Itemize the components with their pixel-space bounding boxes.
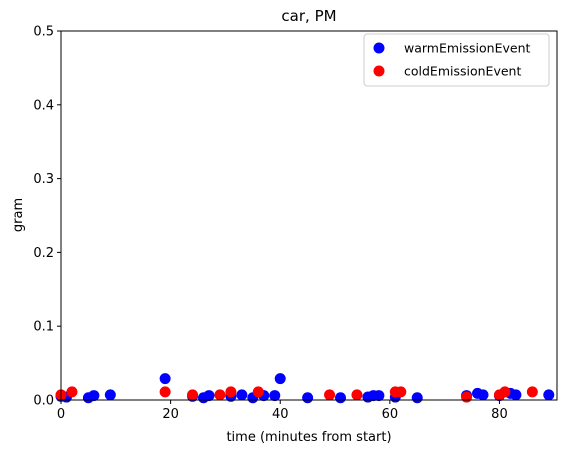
cold-emission-point-8: [351, 389, 363, 401]
cold-emission-point-4: [214, 389, 226, 401]
warm-emission-point-14: [274, 373, 286, 385]
legend: warmEmissionEvent coldEmissionEvent: [363, 33, 550, 87]
warm-emission-point-8: [203, 390, 215, 402]
warm-emission-point-3: [88, 390, 100, 402]
legend-box: [363, 33, 550, 87]
y-tick-label: 0.0: [33, 394, 54, 409]
plot-frame: [60, 30, 558, 401]
cold-emission-point-7: [324, 389, 336, 401]
legend-marker-cold: [373, 65, 385, 77]
cold-emission-point-10: [395, 386, 407, 398]
cold-emission-point-6: [252, 386, 264, 398]
warm-emission-point-19: [373, 390, 385, 402]
x-tick-label: 60: [382, 407, 399, 422]
y-tick-label: 0.3: [33, 172, 54, 187]
cold-emission-point-3: [187, 389, 199, 401]
warm-emission-point-10: [236, 389, 248, 401]
y-tick-label: 0.2: [33, 246, 54, 261]
x-axis-label: time (minutes from start): [226, 430, 391, 445]
y-tick-label: 0.1: [33, 320, 54, 335]
cold-emission-point-13: [499, 386, 511, 398]
cold-emission-point-11: [461, 391, 473, 403]
cold-emission-point-5: [225, 386, 237, 398]
warm-emission-point-5: [159, 373, 171, 385]
legend-label-warm: warmEmissionEvent: [404, 41, 531, 56]
warm-emission-point-16: [335, 392, 347, 404]
x-axis-ticks: 0 20 40 60 80: [57, 400, 508, 422]
warm-emission-point-21: [411, 392, 423, 404]
legend-marker-warm: [373, 42, 385, 54]
warm-emission-point-28: [543, 389, 555, 401]
x-tick-label: 80: [491, 407, 508, 422]
y-tick-label: 0.4: [33, 98, 54, 113]
warm-emission-point-15: [302, 392, 314, 404]
y-axis-ticks: 0.0 0.1 0.2 0.3 0.4 0.5: [33, 25, 61, 409]
x-tick-label: 0: [57, 407, 65, 422]
warm-emission-point-27: [510, 389, 522, 401]
warm-emission-point-24: [477, 389, 489, 401]
x-tick-label: 40: [272, 407, 289, 422]
warm-emission-point-4: [104, 389, 116, 401]
cold-emission-point-14: [526, 386, 538, 398]
legend-label-cold: coldEmissionEvent: [404, 64, 521, 79]
cold-emission-point-1: [66, 386, 78, 398]
warm-emission-point-13: [269, 390, 281, 402]
cold-emission-point-2: [159, 386, 171, 398]
chart-title: car, PM: [281, 7, 336, 25]
x-tick-label: 20: [162, 407, 179, 422]
y-tick-label: 0.5: [33, 25, 54, 40]
y-axis-label: gram: [11, 198, 26, 232]
